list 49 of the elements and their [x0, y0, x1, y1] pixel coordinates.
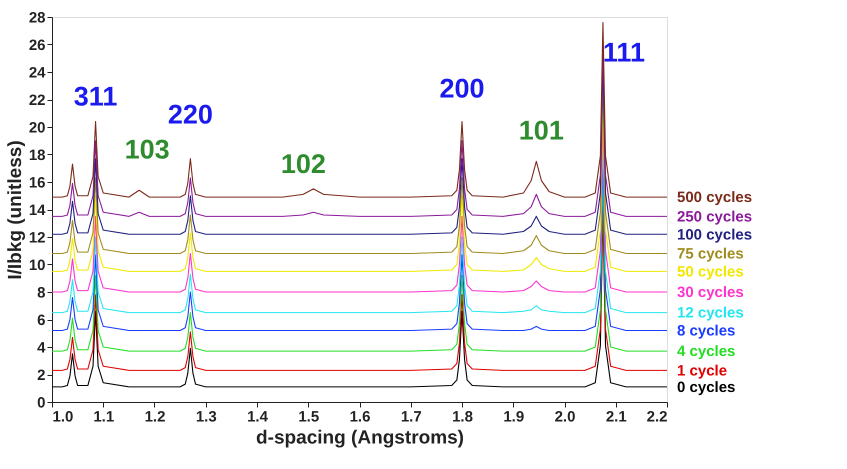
x-axis-title: d-spacing (Angstroms) — [256, 428, 464, 448]
x-tick-label: 1.7 — [400, 408, 422, 426]
y-tick-label: 28 — [28, 10, 46, 26]
x-tick-label: 1.2 — [144, 408, 166, 426]
y-tick-label: 12 — [28, 230, 46, 246]
series-label: 8 cycles — [677, 322, 736, 340]
x-tick-label: 2.0 — [554, 408, 576, 426]
y-tick-label: 8 — [37, 284, 46, 302]
x-tick-label: 2.1 — [606, 408, 627, 426]
x-tick-label: 1.6 — [350, 408, 370, 426]
x-tick-label: 1.5 — [298, 408, 320, 426]
y-tick-label: 24 — [28, 64, 46, 82]
x-tick-label: 1.3 — [196, 408, 217, 426]
y-tick-label: 26 — [28, 37, 46, 54]
y-tick-label: 22 — [28, 92, 46, 109]
x-tick-label: 1.8 — [452, 408, 473, 426]
series-label: 0 cycles — [677, 378, 736, 396]
annotation: 102 — [280, 148, 326, 179]
x-tick-label: 1.1 — [93, 408, 114, 426]
series-label: 75 cycles — [677, 246, 744, 262]
annotation: 101 — [518, 115, 564, 146]
series-label: 1 cycle — [677, 362, 728, 380]
y-tick-label: 20 — [28, 120, 46, 136]
line-series — [52, 22, 667, 198]
x-tick-label: 1.0 — [52, 408, 74, 426]
y-tick-label: 16 — [28, 174, 46, 192]
series-label: 50 cycles — [677, 263, 744, 280]
x-tick-label: 1.4 — [247, 408, 269, 426]
y-tick-label: 0 — [37, 394, 46, 412]
annotation: 311 — [74, 82, 118, 112]
y-tick-label: 2 — [37, 367, 46, 384]
y-tick-label: 4 — [37, 340, 46, 356]
annotation: 103 — [124, 134, 170, 164]
x-tick-label: 2.2 — [646, 408, 668, 426]
annotation: 220 — [168, 100, 213, 130]
y-tick-label: 6 — [37, 312, 46, 329]
series-label: 250 cycles — [677, 208, 752, 226]
annotation: 111 — [602, 38, 645, 68]
series-label: 30 cycles — [677, 284, 744, 301]
annotation: 200 — [439, 74, 485, 104]
y-tick-label: 14 — [28, 202, 46, 219]
x-tick-label: 1.9 — [503, 408, 524, 426]
series-label: 500 cycles — [677, 189, 752, 206]
y-tick-label: 18 — [28, 147, 46, 164]
series-label: 12 cycles — [677, 304, 744, 322]
series-label: 100 cycles — [677, 226, 752, 244]
series-label: 4 cycles — [677, 343, 736, 360]
y-tick-label: 10 — [28, 257, 46, 274]
y-axis-title: I/Ibkg (unitless) — [4, 140, 26, 280]
